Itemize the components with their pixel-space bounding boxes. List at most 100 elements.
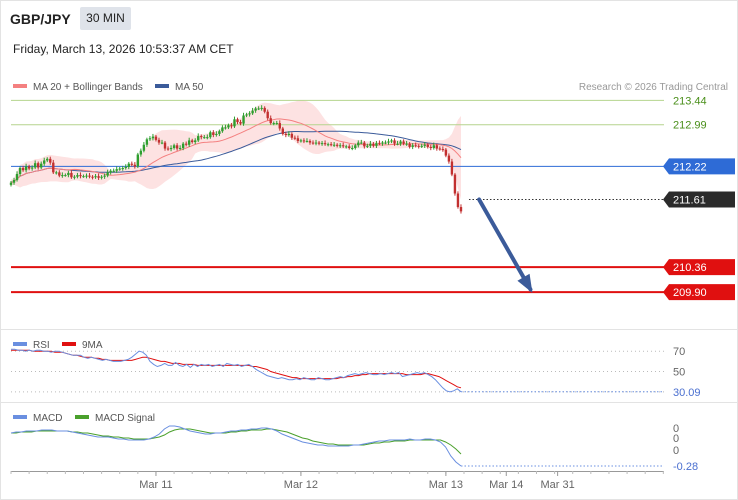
candle-body <box>438 148 442 150</box>
candle <box>444 148 448 158</box>
candle <box>91 175 94 180</box>
candle <box>453 172 457 196</box>
candle-body <box>121 168 124 170</box>
candle-body <box>233 119 236 127</box>
candle <box>459 204 463 214</box>
candle-body <box>175 145 179 149</box>
candle-body <box>127 163 130 167</box>
candle <box>49 156 52 165</box>
level-tag-209.90 <box>663 284 735 301</box>
candle-body <box>338 145 342 147</box>
candle-body <box>450 161 454 175</box>
time-axis-label-Mar 14: Mar 14 <box>489 479 523 491</box>
candle-body <box>178 148 182 149</box>
timeframe-badge[interactable]: 30 MIN <box>80 7 131 30</box>
candle <box>18 166 22 177</box>
candle <box>36 161 40 170</box>
candle <box>169 145 173 152</box>
candle <box>218 129 221 137</box>
candle <box>266 109 269 121</box>
candle-body <box>82 176 85 178</box>
macd-signal-legend-label: MACD Signal <box>95 413 155 424</box>
candle <box>254 106 257 113</box>
candle <box>363 140 366 149</box>
candle <box>172 143 176 150</box>
candle <box>97 173 100 180</box>
candle <box>15 171 19 182</box>
candle-body <box>423 144 426 146</box>
candle-body <box>329 144 333 146</box>
candle <box>414 142 417 148</box>
candle-body <box>408 143 411 147</box>
datetime-label: Friday, March 13, 2026 10:53:37 AM CET <box>13 42 234 56</box>
candle-body <box>320 143 324 145</box>
candle-body <box>30 167 34 169</box>
candle-body <box>432 145 435 148</box>
candle-body <box>112 170 115 172</box>
rsi-tick-70: 70 <box>673 346 685 358</box>
candle-body <box>299 140 303 142</box>
candle-body <box>420 145 423 147</box>
macd-current-value: -0.28 <box>673 461 698 473</box>
candle <box>27 164 31 171</box>
candle <box>112 168 115 173</box>
candle <box>326 142 330 147</box>
candle-body <box>61 175 64 177</box>
candle <box>251 107 254 115</box>
candle <box>187 137 191 147</box>
candle <box>212 130 215 138</box>
macd-legend-label: MACD <box>33 413 62 424</box>
candle <box>12 177 16 185</box>
macd-signal-legend-swatch <box>75 415 89 419</box>
candle-body <box>426 144 429 147</box>
price-panel: 213.44 212.99 212.22 211.61 210.36 209.90 <box>1 95 737 403</box>
candle-body <box>453 174 457 194</box>
candle <box>73 175 76 180</box>
candle-body <box>257 108 260 110</box>
candle <box>263 106 266 114</box>
level-label-209.90: 209.90 <box>673 287 707 299</box>
candle <box>435 143 439 151</box>
candle-body <box>456 193 460 208</box>
candle-body <box>124 166 127 169</box>
candle-body <box>181 143 185 148</box>
candle <box>447 153 451 164</box>
candle <box>203 135 206 139</box>
candle-body <box>106 172 109 176</box>
candle <box>399 139 402 146</box>
candle <box>82 174 85 178</box>
candle-body <box>49 158 52 163</box>
candle <box>233 116 236 128</box>
candle-body <box>399 141 402 144</box>
candle <box>426 143 429 149</box>
candle-body <box>67 172 70 176</box>
candle-body <box>296 138 300 141</box>
candle <box>224 124 227 130</box>
candle <box>191 138 194 144</box>
candle <box>61 172 64 178</box>
candle-body <box>215 133 218 135</box>
candle <box>100 175 103 180</box>
candle-body <box>163 142 167 149</box>
candle <box>260 105 263 111</box>
copyright-label: Research © 2026 Trading Central <box>579 82 728 93</box>
candle <box>209 130 212 139</box>
candle-body <box>200 136 203 138</box>
candle-body <box>40 163 43 168</box>
candle <box>154 135 158 142</box>
candle-body <box>242 115 245 124</box>
candle <box>366 143 369 148</box>
candle <box>257 106 260 111</box>
candle <box>9 181 13 187</box>
candle-body <box>64 175 67 177</box>
level-label-212.22: 212.22 <box>673 161 707 173</box>
macd-line <box>10 425 462 467</box>
candle-body <box>254 108 257 111</box>
candle-body <box>166 148 170 150</box>
candle <box>429 144 432 151</box>
candle-body <box>275 123 278 125</box>
candle <box>109 169 112 175</box>
candle <box>408 142 411 149</box>
candle <box>396 140 399 146</box>
